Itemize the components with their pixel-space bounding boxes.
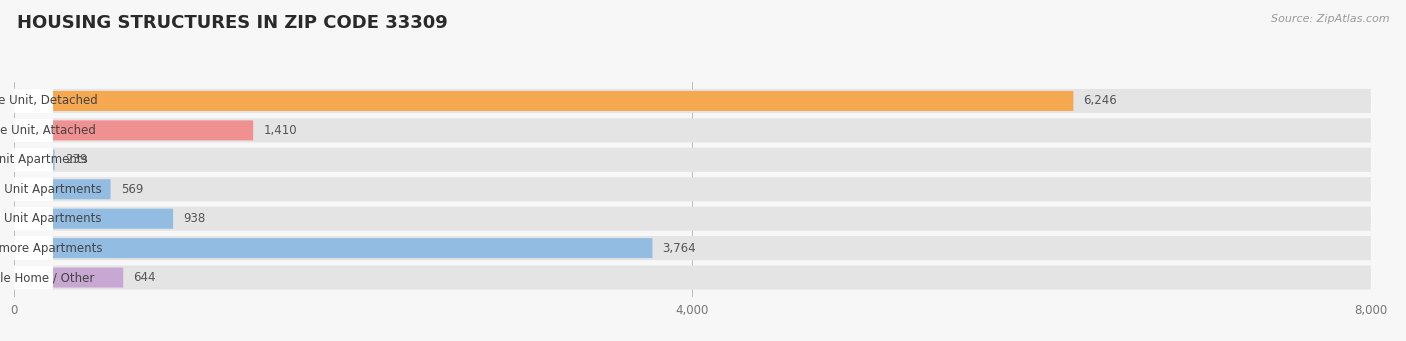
FancyBboxPatch shape	[14, 236, 1371, 260]
Text: 10 or more Apartments: 10 or more Apartments	[0, 242, 103, 255]
FancyBboxPatch shape	[14, 177, 1371, 201]
FancyBboxPatch shape	[14, 89, 1371, 113]
FancyBboxPatch shape	[14, 268, 124, 287]
FancyBboxPatch shape	[14, 207, 1371, 231]
Text: 644: 644	[134, 271, 156, 284]
FancyBboxPatch shape	[14, 236, 53, 260]
Text: 938: 938	[183, 212, 205, 225]
FancyBboxPatch shape	[14, 118, 1371, 143]
FancyBboxPatch shape	[14, 148, 53, 172]
Text: Single Unit, Attached: Single Unit, Attached	[0, 124, 96, 137]
FancyBboxPatch shape	[14, 238, 652, 258]
Text: Mobile Home / Other: Mobile Home / Other	[0, 271, 94, 284]
FancyBboxPatch shape	[14, 91, 1073, 111]
FancyBboxPatch shape	[14, 150, 55, 170]
FancyBboxPatch shape	[14, 120, 253, 140]
Text: 5 to 9 Unit Apartments: 5 to 9 Unit Apartments	[0, 212, 101, 225]
FancyBboxPatch shape	[14, 179, 111, 199]
FancyBboxPatch shape	[14, 207, 53, 231]
FancyBboxPatch shape	[14, 118, 53, 143]
Text: Single Unit, Detached: Single Unit, Detached	[0, 94, 98, 107]
Text: HOUSING STRUCTURES IN ZIP CODE 33309: HOUSING STRUCTURES IN ZIP CODE 33309	[17, 14, 447, 32]
Text: Source: ZipAtlas.com: Source: ZipAtlas.com	[1271, 14, 1389, 24]
FancyBboxPatch shape	[14, 209, 173, 229]
Text: 239: 239	[65, 153, 87, 166]
Text: 3,764: 3,764	[662, 242, 696, 255]
Text: 6,246: 6,246	[1084, 94, 1118, 107]
FancyBboxPatch shape	[14, 148, 1371, 172]
FancyBboxPatch shape	[14, 266, 53, 290]
Text: 3 or 4 Unit Apartments: 3 or 4 Unit Apartments	[0, 183, 101, 196]
Text: 2 Unit Apartments: 2 Unit Apartments	[0, 153, 89, 166]
Text: 569: 569	[121, 183, 143, 196]
FancyBboxPatch shape	[14, 266, 1371, 290]
FancyBboxPatch shape	[14, 177, 53, 201]
FancyBboxPatch shape	[14, 89, 53, 113]
Text: 1,410: 1,410	[263, 124, 297, 137]
